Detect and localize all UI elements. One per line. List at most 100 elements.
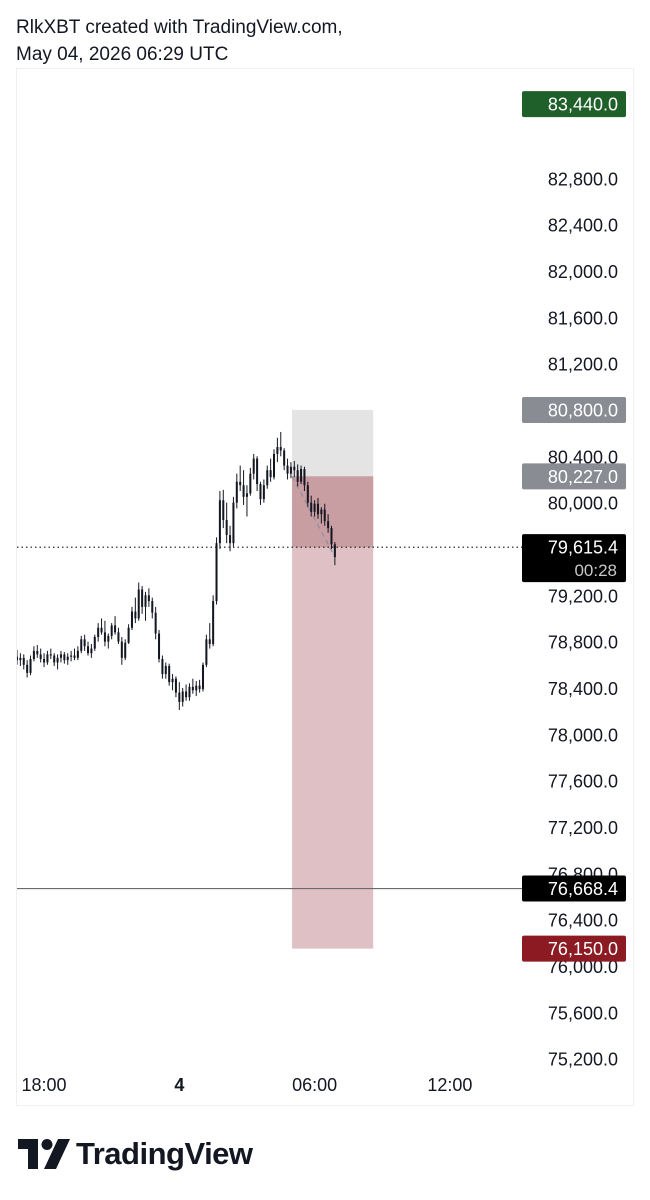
candle-body xyxy=(283,450,286,466)
price-tag-bg xyxy=(522,935,626,962)
candle-body xyxy=(269,470,272,478)
price-chart[interactable]: 82,800.0 82,400.0 82,000.0 81,600.0 81,200.0… xyxy=(17,69,633,1105)
candle-body xyxy=(239,481,242,486)
candle-body xyxy=(53,655,56,663)
candle-body xyxy=(110,625,113,636)
candle-body xyxy=(235,481,238,503)
candle xyxy=(262,479,265,503)
candle-body xyxy=(141,589,144,607)
candle xyxy=(296,464,299,487)
candle-body xyxy=(70,655,73,657)
candle xyxy=(279,431,282,457)
candle-body xyxy=(97,627,100,637)
candle-body xyxy=(134,611,137,619)
candle xyxy=(127,624,130,644)
candle-body xyxy=(171,678,174,683)
candle xyxy=(249,467,252,496)
position-loss-zone xyxy=(292,476,374,949)
candle-body xyxy=(124,642,127,658)
candle xyxy=(93,634,96,651)
price-tag-bg xyxy=(522,875,626,902)
candle-body xyxy=(90,648,93,654)
candle xyxy=(144,591,147,621)
candle-body xyxy=(76,650,79,658)
candle xyxy=(303,466,306,492)
chart-frame[interactable]: 82,800.0 82,400.0 82,000.0 81,600.0 81,200.0… xyxy=(16,68,634,1106)
header-author-line: RlkXBT created with TradingView.com, xyxy=(16,17,343,38)
candle xyxy=(107,633,110,649)
candle-body xyxy=(107,635,110,642)
candle xyxy=(124,639,127,661)
candle-body xyxy=(130,611,133,628)
candle-body xyxy=(225,519,228,536)
candle-body xyxy=(218,500,221,544)
candle-body xyxy=(306,485,309,503)
footer-brand: TradingView xyxy=(18,1134,253,1174)
candle xyxy=(56,654,59,670)
candle-body xyxy=(80,639,83,651)
candle xyxy=(154,606,157,640)
candle xyxy=(229,525,232,552)
y-tick-label: 80,000.0 xyxy=(548,494,618,514)
candle xyxy=(63,652,66,664)
candle-body xyxy=(212,601,215,644)
candle-body xyxy=(59,654,62,658)
y-tick-label: 77,200.0 xyxy=(548,818,618,838)
candle xyxy=(147,588,150,607)
candle-body xyxy=(127,627,130,643)
candle-body xyxy=(296,470,299,482)
candle xyxy=(208,623,211,649)
candle-body xyxy=(100,627,103,633)
candle xyxy=(80,635,83,654)
candle-body xyxy=(29,659,32,673)
candle-body xyxy=(164,665,167,675)
y-tick-label: 82,400.0 xyxy=(548,216,618,236)
y-tick-label: 81,600.0 xyxy=(548,308,618,328)
candle xyxy=(26,660,29,678)
candle-body xyxy=(242,485,245,497)
y-tick-label: 76,400.0 xyxy=(548,911,618,931)
candle xyxy=(222,489,225,529)
candle xyxy=(70,650,73,662)
candle xyxy=(130,606,133,631)
candle xyxy=(29,655,32,676)
candle xyxy=(110,623,113,640)
candle-body xyxy=(154,612,157,634)
candle-body xyxy=(293,466,296,471)
y-tick-label: 79,200.0 xyxy=(548,586,618,606)
candle xyxy=(83,634,86,651)
footer-brand-text: TradingView xyxy=(76,1136,253,1171)
candle-body xyxy=(36,650,39,655)
candle-body xyxy=(303,469,306,486)
candle xyxy=(289,462,292,479)
price-tag: 83,440.0 xyxy=(522,91,626,118)
x-tick-label: 18:00 xyxy=(22,1075,67,1095)
candle xyxy=(293,460,296,478)
chart-lines xyxy=(17,546,533,890)
candle-body xyxy=(120,641,123,658)
candle-body xyxy=(316,503,319,515)
candle xyxy=(188,683,191,701)
current-price-label: 79,615.4 xyxy=(548,538,618,558)
candle xyxy=(120,636,123,665)
candle xyxy=(134,597,137,624)
candle-body xyxy=(252,458,255,474)
candle xyxy=(201,662,205,692)
candle-body xyxy=(19,657,22,661)
price-tag: 76,668.4 xyxy=(522,875,626,902)
candle-body xyxy=(272,453,276,478)
candle xyxy=(252,453,255,480)
candle-body xyxy=(158,633,161,660)
candle xyxy=(36,645,39,658)
current-price-tag: 79,615.4 00:28 xyxy=(522,534,626,583)
candle xyxy=(32,646,35,662)
candle xyxy=(103,620,106,647)
candle xyxy=(276,437,279,463)
candle xyxy=(306,481,309,508)
current-price-tag-bg xyxy=(522,534,626,583)
candle xyxy=(259,481,262,505)
price-tag-label: 80,227.0 xyxy=(548,467,618,487)
candle-body xyxy=(222,500,225,520)
candle xyxy=(205,634,208,668)
candle xyxy=(174,676,177,698)
